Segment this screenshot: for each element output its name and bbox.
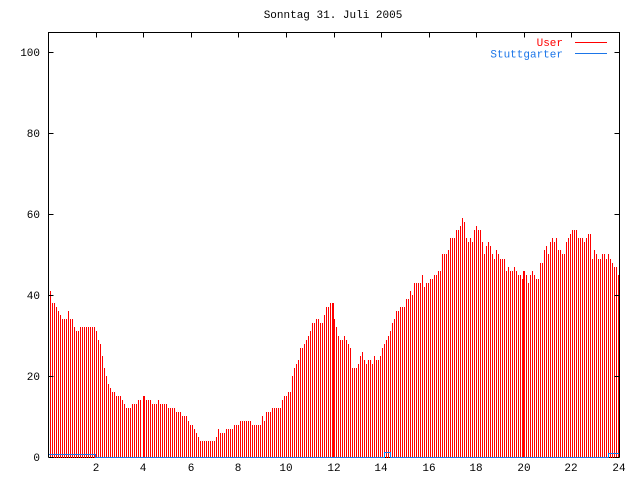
svg-text:16: 16 xyxy=(422,463,435,475)
svg-text:80: 80 xyxy=(27,129,40,141)
svg-text:6: 6 xyxy=(188,463,195,475)
svg-text:10: 10 xyxy=(279,463,292,475)
svg-text:0: 0 xyxy=(33,453,40,465)
svg-text:18: 18 xyxy=(469,463,482,475)
svg-text:22: 22 xyxy=(564,463,577,475)
svg-text:12: 12 xyxy=(327,463,340,475)
svg-text:4: 4 xyxy=(140,463,147,475)
svg-text:Sonntag 31. Juli 2005: Sonntag 31. Juli 2005 xyxy=(264,10,403,22)
svg-text:20: 20 xyxy=(517,463,530,475)
svg-text:60: 60 xyxy=(27,210,40,222)
svg-text:8: 8 xyxy=(235,463,242,475)
svg-text:Stuttgarter: Stuttgarter xyxy=(490,50,563,62)
svg-text:2: 2 xyxy=(93,463,100,475)
svg-text:24: 24 xyxy=(612,463,626,475)
svg-text:100: 100 xyxy=(20,48,40,60)
svg-text:20: 20 xyxy=(27,372,40,384)
svg-text:40: 40 xyxy=(27,291,40,303)
svg-text:User: User xyxy=(537,38,563,50)
svg-text:14: 14 xyxy=(374,463,388,475)
